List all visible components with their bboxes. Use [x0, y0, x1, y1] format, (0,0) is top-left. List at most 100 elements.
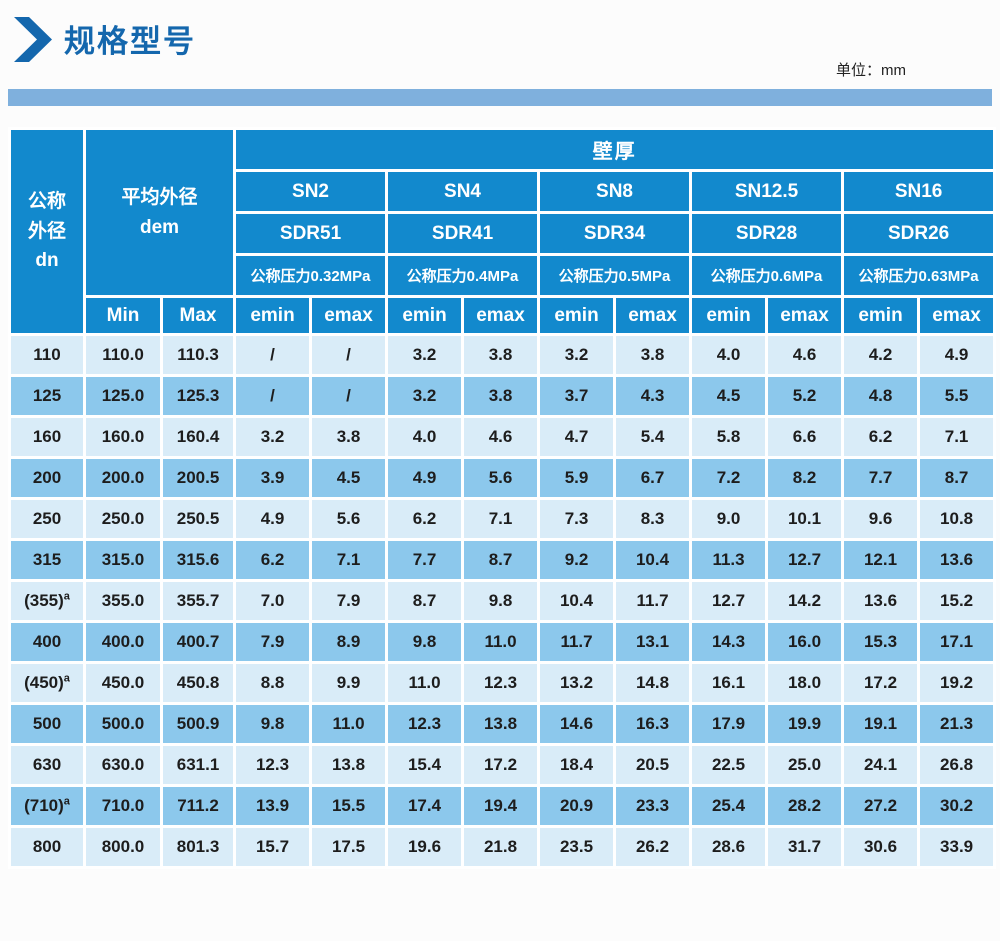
header-emin: emin	[385, 295, 465, 336]
cell-value: 30.6	[841, 825, 921, 869]
header-row-minmax: Min Max emin emax emin emax emin emax em…	[10, 295, 997, 336]
header-max: Max	[159, 295, 237, 336]
cell-value: 7.9	[233, 620, 313, 664]
cell-value: 15.4	[385, 743, 465, 787]
cell-value: 7.7	[385, 538, 465, 582]
cell-value: 315.6	[159, 538, 237, 582]
cell-value: 10.4	[613, 538, 693, 582]
cell-value: 631.1	[159, 743, 237, 787]
cell-value: 10.8	[917, 497, 997, 541]
cell-value: 4.2	[841, 333, 921, 377]
cell-value: 18.4	[537, 743, 617, 787]
cell-value: 15.3	[841, 620, 921, 664]
header-dn-line: dn	[35, 250, 59, 272]
cell-value: 28.2	[765, 784, 845, 828]
cell-value: 26.2	[613, 825, 693, 869]
table-row: 315 315.0 315.6 6.2 7.1 7.7 8.7 9.2 10.4 11.3 12.7…	[8, 538, 997, 582]
header-sn: SN16	[841, 169, 997, 214]
cell-value: 12.3	[461, 661, 541, 705]
cell-value: 125.0	[83, 374, 163, 418]
header-wall-thickness: 壁厚	[233, 127, 997, 172]
cell-value: 9.2	[537, 538, 617, 582]
header-emax: emax	[765, 295, 845, 336]
cell-dn: 800	[8, 825, 86, 869]
header-row-sn: SN2 SN4 SN8 SN12.5 SN16	[10, 169, 997, 214]
header-sn: SN4	[385, 169, 541, 214]
cell-dn: 400	[8, 620, 86, 664]
cell-value: 13.2	[537, 661, 617, 705]
cell-value: 17.2	[841, 661, 921, 705]
cell-value: 13.6	[841, 579, 921, 623]
cell-value: 27.2	[841, 784, 921, 828]
cell-value: 7.7	[841, 456, 921, 500]
cell-value: 7.1	[461, 497, 541, 541]
cell-value: 17.1	[917, 620, 997, 664]
cell-dn-superscript: a	[63, 590, 70, 603]
cell-value: 450.8	[159, 661, 237, 705]
cell-value: 13.9	[233, 784, 313, 828]
cell-value: 11.7	[613, 579, 693, 623]
cell-value: 8.3	[613, 497, 693, 541]
header-sn: SN12.5	[689, 169, 845, 214]
cell-value: 19.6	[385, 825, 465, 869]
table-row: 400 400.0 400.7 7.9 8.9 9.8 11.0 11.7 13.1 14.3 16…	[8, 620, 997, 664]
cell-value: 22.5	[689, 743, 769, 787]
header-sn: SN8	[537, 169, 693, 214]
header-emax: emax	[309, 295, 389, 336]
header-emin: emin	[841, 295, 921, 336]
header-dem-line: 平均外径	[121, 187, 198, 209]
cell-value: 3.2	[385, 333, 465, 377]
cell-dn: 160	[8, 415, 86, 459]
table-row: (710)a 710.0 711.2 13.9 15.5 17.4 19.4 20.9 23.3…	[8, 784, 997, 828]
cell-value: 500.9	[159, 702, 237, 746]
cell-value: 13.6	[917, 538, 997, 582]
header-sdr: SDR51	[233, 211, 389, 256]
cell-value: 8.2	[765, 456, 845, 500]
cell-value: /	[233, 333, 313, 377]
cell-value: 16.3	[613, 702, 693, 746]
cell-value: 15.7	[233, 825, 313, 869]
cell-value: 711.2	[159, 784, 237, 828]
cell-value: 5.8	[689, 415, 769, 459]
cell-value: 3.2	[385, 374, 465, 418]
cell-value: 450.0	[83, 661, 163, 705]
cell-value: 3.8	[613, 333, 693, 377]
cell-value: /	[309, 374, 389, 418]
cell-value: 7.1	[917, 415, 997, 459]
header-pressure: 公称压力0.5MPa	[537, 253, 693, 298]
cell-value: 3.9	[233, 456, 313, 500]
cell-value: 160.0	[83, 415, 163, 459]
cell-value: 4.0	[689, 333, 769, 377]
cell-dn: 125	[8, 374, 86, 418]
cell-value: 630.0	[83, 743, 163, 787]
cell-value: 110.3	[159, 333, 237, 377]
accent-bar	[8, 89, 992, 106]
cell-value: 4.6	[765, 333, 845, 377]
cell-value: 15.2	[917, 579, 997, 623]
cell-value: 9.6	[841, 497, 921, 541]
cell-dn: 500	[8, 702, 86, 746]
cell-value: 11.0	[461, 620, 541, 664]
cell-value: 11.0	[385, 661, 465, 705]
header-sdr: SDR41	[385, 211, 541, 256]
header-row-pressure: 公称压力0.32MPa 公称压力0.4MPa 公称压力0.5MPa 公称压力0.…	[10, 253, 997, 298]
header-sdr: SDR34	[537, 211, 693, 256]
cell-value: 3.8	[461, 374, 541, 418]
cell-value: 11.0	[309, 702, 389, 746]
header-emin: emin	[537, 295, 617, 336]
cell-value: 250.5	[159, 497, 237, 541]
cell-value: 4.9	[385, 456, 465, 500]
cell-value: 9.9	[309, 661, 389, 705]
cell-value: 28.6	[689, 825, 769, 869]
spec-table: 公称 外径 dn 平均外径 dem 壁厚 SN2 SN4 SN8 SN12.5 …	[8, 127, 997, 869]
cell-value: 18.0	[765, 661, 845, 705]
cell-value: /	[233, 374, 313, 418]
table-row: 800 800.0 801.3 15.7 17.5 19.6 21.8 23.5 26.2 28.…	[8, 825, 997, 869]
header-sn: SN2	[233, 169, 389, 214]
cell-value: 14.2	[765, 579, 845, 623]
cell-value: 125.3	[159, 374, 237, 418]
header-min: Min	[83, 295, 163, 336]
table-row: 500 500.0 500.9 9.8 11.0 12.3 13.8 14.6 16.3 17.9…	[8, 702, 997, 746]
cell-dn: (450)a	[8, 661, 86, 705]
cell-value: 9.0	[689, 497, 769, 541]
